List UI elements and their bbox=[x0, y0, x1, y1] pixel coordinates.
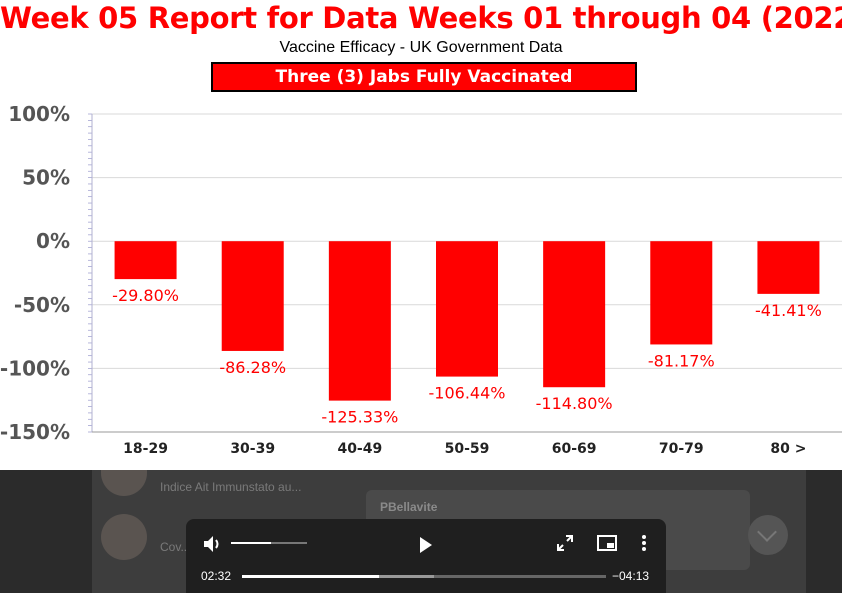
video-player-controls bbox=[186, 519, 666, 593]
y-tick-label: 50% bbox=[22, 166, 70, 190]
chart-subtitle: Vaccine Efficacy - UK Government Data bbox=[279, 39, 563, 56]
play-icon[interactable] bbox=[420, 537, 432, 553]
y-tick-label: -150% bbox=[0, 420, 70, 444]
data-label: -29.80% bbox=[112, 286, 179, 305]
current-time: 02:32 bbox=[201, 569, 232, 583]
chat-preview: Indice Ait Immunstato au... bbox=[160, 480, 302, 494]
data-label: -106.44% bbox=[429, 384, 506, 403]
bar bbox=[328, 241, 391, 401]
data-label: -125.33% bbox=[321, 408, 398, 427]
chat-avatar bbox=[101, 514, 147, 560]
bar bbox=[114, 241, 177, 280]
data-label: -81.17% bbox=[648, 351, 715, 370]
bar-chart: 100% 50% 0% -50% -100% -150% -29.80% 18-29 -86.2… bbox=[0, 102, 842, 457]
y-tick-label: 0% bbox=[36, 229, 70, 253]
data-label: -41.41% bbox=[755, 301, 822, 320]
chat-preview: Cov... bbox=[160, 540, 191, 554]
x-tick-label: 30-39 bbox=[230, 441, 275, 457]
data-label: -114.80% bbox=[536, 394, 613, 413]
chart-title: Week 05 Report for Data Weeks 01 through… bbox=[0, 1, 842, 35]
picture-in-picture-icon[interactable] bbox=[597, 535, 617, 551]
bar bbox=[757, 241, 820, 294]
bar bbox=[650, 241, 713, 345]
bar bbox=[436, 241, 498, 377]
bar bbox=[543, 241, 606, 388]
x-tick-label: 18-29 bbox=[123, 441, 168, 457]
bar bbox=[221, 241, 284, 351]
y-tick-label: -100% bbox=[0, 356, 70, 380]
scroll-down-button[interactable] bbox=[748, 515, 788, 555]
seek-progress bbox=[242, 575, 379, 578]
x-tick-label: 40-49 bbox=[337, 441, 382, 457]
y-tick-label: -50% bbox=[14, 293, 70, 317]
fullscreen-icon[interactable] bbox=[556, 534, 574, 552]
y-tick-label: 100% bbox=[8, 102, 70, 126]
data-label: -86.28% bbox=[219, 358, 286, 377]
x-tick-label: 80 > bbox=[770, 441, 806, 457]
group-banner: Three (3) Jabs Fully Vaccinated bbox=[211, 62, 637, 92]
volume-icon[interactable] bbox=[203, 535, 223, 553]
x-tick-label: 50-59 bbox=[445, 441, 490, 457]
x-tick-label: 70-79 bbox=[659, 441, 704, 457]
volume-level bbox=[231, 542, 272, 544]
remaining-time: −04:13 bbox=[612, 569, 650, 583]
x-tick-label: 60-69 bbox=[552, 441, 597, 457]
more-menu-icon[interactable] bbox=[640, 534, 648, 552]
chat-author: PBellavite bbox=[380, 500, 438, 514]
